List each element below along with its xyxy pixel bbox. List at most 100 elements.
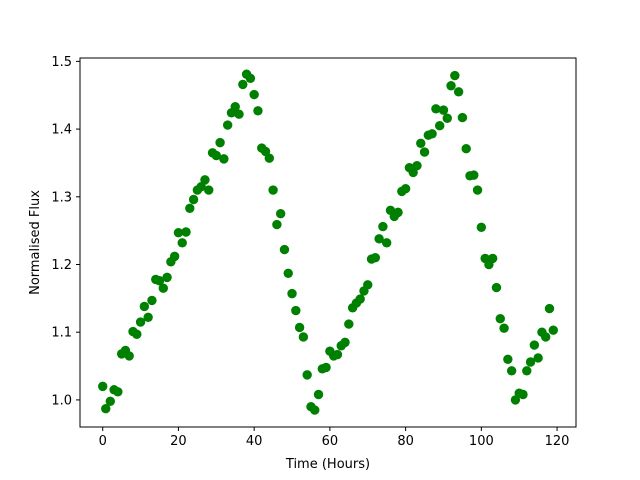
data-point xyxy=(264,153,275,163)
data-points xyxy=(98,69,558,415)
data-point xyxy=(427,129,437,139)
data-point xyxy=(139,301,150,312)
data-point xyxy=(434,121,445,131)
data-point xyxy=(446,81,456,91)
data-point xyxy=(450,70,460,81)
data-point xyxy=(453,87,464,97)
data-point xyxy=(230,102,240,112)
data-point xyxy=(215,137,225,148)
data-point xyxy=(400,183,411,194)
y-tick-label: 1.5 xyxy=(51,55,72,70)
data-point xyxy=(438,105,449,115)
y-tick-label: 1.3 xyxy=(51,190,72,205)
data-point xyxy=(310,405,320,415)
data-point xyxy=(419,147,430,157)
data-point xyxy=(378,221,388,232)
data-point xyxy=(287,288,297,299)
data-point xyxy=(488,253,498,264)
data-point xyxy=(253,106,263,116)
x-tick-label: 80 xyxy=(397,434,414,449)
y-tick-label: 1.2 xyxy=(51,258,72,273)
data-point xyxy=(313,389,324,400)
data-point xyxy=(495,313,505,324)
data-point xyxy=(268,185,278,195)
data-point xyxy=(340,337,350,348)
data-point xyxy=(522,366,532,376)
data-point xyxy=(291,305,301,316)
x-tick-label: 100 xyxy=(469,434,494,449)
data-point xyxy=(204,185,214,195)
data-point xyxy=(158,283,168,293)
x-axis-ticks: 0 20 40 60 80 100 120 xyxy=(99,427,570,449)
data-point xyxy=(457,112,468,123)
data-point xyxy=(533,353,543,363)
y-axis-label: Normalised Flux xyxy=(28,190,43,295)
data-point xyxy=(363,280,373,290)
data-point xyxy=(135,317,146,327)
x-tick-label: 120 xyxy=(545,434,570,449)
x-axis-label: Time (Hours) xyxy=(285,457,370,472)
data-point xyxy=(431,104,441,114)
data-point xyxy=(544,303,555,314)
data-point xyxy=(503,354,513,364)
x-tick-label: 20 xyxy=(170,434,187,449)
data-point xyxy=(169,251,180,262)
data-point xyxy=(476,222,487,232)
data-point xyxy=(294,322,305,333)
data-point xyxy=(302,370,312,380)
x-tick-label: 0 xyxy=(99,434,107,449)
data-point xyxy=(506,366,517,376)
data-point xyxy=(105,396,115,406)
data-point xyxy=(245,73,256,84)
data-point xyxy=(355,294,365,304)
data-point xyxy=(529,340,540,350)
data-point xyxy=(381,238,392,248)
data-point xyxy=(238,79,248,90)
data-point xyxy=(162,272,172,283)
data-point xyxy=(188,194,199,205)
data-point xyxy=(249,89,259,100)
data-point xyxy=(416,138,426,149)
data-point xyxy=(219,154,229,164)
data-point xyxy=(154,276,165,286)
y-axis-ticks: 1.0 1.1 1.2 1.3 1.4 1.5 xyxy=(51,55,80,408)
data-point xyxy=(374,234,384,244)
data-point xyxy=(283,268,293,279)
data-point xyxy=(147,295,157,306)
data-point xyxy=(132,329,142,339)
data-point xyxy=(143,312,153,323)
data-point xyxy=(548,325,558,335)
data-point xyxy=(275,209,286,219)
data-point xyxy=(98,381,108,392)
data-point xyxy=(234,109,244,119)
data-point xyxy=(321,362,331,373)
data-point xyxy=(472,185,483,195)
x-tick-label: 60 xyxy=(322,434,339,449)
data-point xyxy=(393,207,403,218)
data-point xyxy=(370,253,381,263)
data-point xyxy=(173,227,184,238)
data-point xyxy=(124,351,134,361)
data-point xyxy=(442,113,452,123)
x-tick-label: 40 xyxy=(246,434,263,449)
data-point xyxy=(181,227,191,237)
data-point xyxy=(200,175,210,185)
data-point xyxy=(332,349,343,360)
y-tick-label: 1.0 xyxy=(51,393,72,408)
data-point xyxy=(491,282,502,293)
data-point xyxy=(412,160,422,171)
data-point xyxy=(211,150,222,161)
data-point xyxy=(499,323,509,333)
data-point xyxy=(518,389,528,400)
data-point xyxy=(525,357,536,367)
data-point xyxy=(222,120,233,130)
data-point xyxy=(185,203,195,214)
data-point xyxy=(113,387,123,397)
data-point xyxy=(272,219,282,230)
data-point xyxy=(101,404,111,414)
data-point xyxy=(461,144,471,154)
data-point xyxy=(279,244,290,255)
data-point xyxy=(541,332,551,342)
data-point xyxy=(344,319,354,329)
y-tick-label: 1.1 xyxy=(51,326,72,341)
